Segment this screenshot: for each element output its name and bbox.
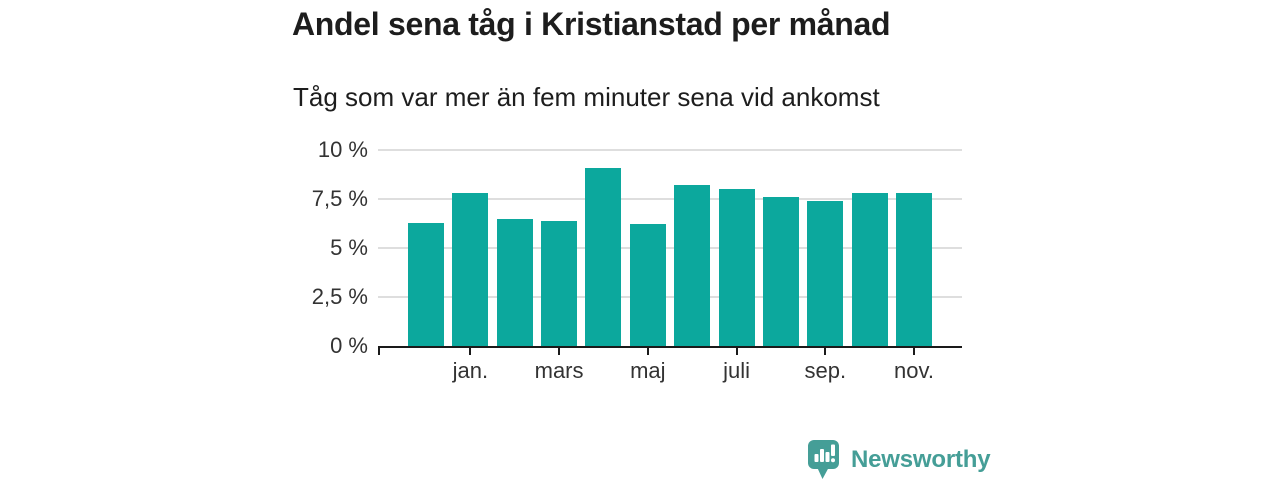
bar bbox=[896, 193, 932, 346]
bar bbox=[762, 197, 799, 346]
bar bbox=[718, 189, 755, 346]
x-axis-label: sep. bbox=[804, 358, 847, 383]
chart-title: Andel sena tåg i Kristianstad per månad bbox=[292, 6, 891, 42]
gridline bbox=[378, 296, 962, 298]
newsworthy-logo-icon bbox=[808, 440, 839, 479]
bar bbox=[585, 167, 622, 346]
x-axis-label: juli bbox=[723, 358, 750, 383]
x-axis-tick bbox=[824, 346, 827, 355]
y-axis-label: 2,5 % bbox=[311, 284, 368, 309]
x-axis-line bbox=[378, 346, 962, 348]
y-axis-label: 10 % bbox=[317, 137, 368, 162]
chart-subtitle: Tåg som var mer än fem minuter sena vid … bbox=[293, 82, 880, 112]
bar bbox=[629, 224, 666, 346]
x-axis-tick bbox=[378, 346, 380, 355]
bar bbox=[408, 222, 444, 346]
x-axis-tick bbox=[735, 346, 738, 355]
x-axis-label: jan. bbox=[452, 358, 489, 383]
x-axis-tick bbox=[469, 346, 472, 355]
x-axis-label: mars bbox=[534, 358, 584, 383]
newsworthy-logo-text: Newsworthy bbox=[851, 446, 991, 473]
bar bbox=[851, 193, 888, 346]
x-axis-tick bbox=[646, 346, 649, 355]
newsworthy-branding: Newsworthy bbox=[808, 440, 991, 480]
bar bbox=[807, 200, 844, 346]
gridline bbox=[378, 247, 962, 249]
y-axis-label: 5 % bbox=[330, 235, 368, 260]
y-axis-label: 0 % bbox=[330, 333, 368, 358]
bar bbox=[541, 220, 578, 346]
x-axis-tick bbox=[558, 346, 561, 355]
gridline bbox=[378, 198, 962, 200]
bar bbox=[496, 218, 533, 346]
x-axis-label: nov. bbox=[894, 358, 934, 383]
bar bbox=[674, 185, 711, 346]
gridline bbox=[378, 149, 962, 151]
bar bbox=[452, 193, 489, 346]
y-axis-label: 7,5 % bbox=[311, 186, 368, 211]
x-axis-tick bbox=[913, 346, 915, 355]
x-axis-label: maj bbox=[630, 358, 666, 383]
